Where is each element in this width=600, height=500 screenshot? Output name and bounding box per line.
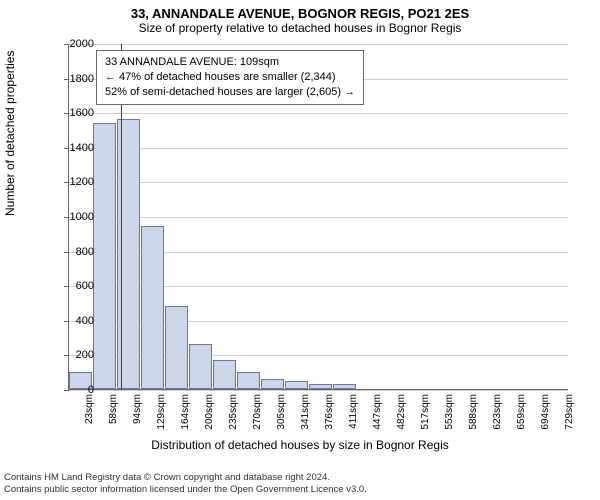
ytick-mark (64, 217, 69, 218)
ytick-label: 1600 (70, 107, 94, 119)
ytick-label: 1200 (70, 176, 94, 188)
histogram-bar (333, 384, 356, 389)
xtick-label: 694sqm (540, 394, 551, 430)
histogram-bar (285, 381, 308, 389)
gridline (69, 390, 568, 391)
ytick-label: 1800 (70, 73, 94, 85)
footer-line2: Contains public sector information licen… (4, 484, 596, 496)
xtick-label: 588sqm (468, 394, 479, 430)
xtick-label: 129sqm (156, 394, 167, 430)
xtick-label: 447sqm (372, 394, 383, 430)
plot-area: 33 ANNANDALE AVENUE: 109sqm ← 47% of det… (68, 44, 568, 390)
xtick-label: 164sqm (180, 394, 191, 430)
xtick-label: 270sqm (252, 394, 263, 430)
ytick-label: 1400 (70, 142, 94, 154)
x-axis-label: Distribution of detached houses by size … (0, 438, 600, 452)
histogram-bar (261, 379, 284, 389)
gridline (69, 217, 568, 218)
histogram-bar (141, 226, 164, 389)
histogram-bar (309, 384, 332, 389)
ytick-mark (64, 148, 69, 149)
ytick-label: 600 (76, 280, 94, 292)
ytick-mark (64, 355, 69, 356)
annotation-box: 33 ANNANDALE AVENUE: 109sqm ← 47% of det… (96, 50, 364, 105)
gridline (69, 44, 568, 45)
histogram-bar (189, 344, 212, 389)
xtick-label: 23sqm (84, 394, 95, 424)
xtick-label: 376sqm (324, 394, 335, 430)
xtick-label: 305sqm (276, 394, 287, 430)
gridline (69, 113, 568, 114)
annotation-line1: 33 ANNANDALE AVENUE: 109sqm (105, 55, 355, 70)
xtick-label: 341sqm (300, 394, 311, 430)
xtick-label: 517sqm (420, 394, 431, 430)
ytick-mark (64, 79, 69, 80)
xtick-label: 200sqm (204, 394, 215, 430)
ytick-label: 2000 (70, 38, 94, 50)
xtick-label: 58sqm (108, 394, 119, 424)
gridline (69, 148, 568, 149)
xtick-label: 553sqm (444, 394, 455, 430)
xtick-label: 94sqm (132, 394, 143, 424)
xtick-label: 482sqm (396, 394, 407, 430)
chart-title: 33, ANNANDALE AVENUE, BOGNOR REGIS, PO21… (0, 0, 600, 21)
xtick-label: 623sqm (492, 394, 503, 430)
histogram-bar (165, 306, 188, 389)
histogram-bar (213, 360, 236, 389)
footer-attribution: Contains HM Land Registry data © Crown c… (4, 472, 596, 496)
ytick-mark (64, 286, 69, 287)
xtick-label: 411sqm (348, 394, 359, 429)
histogram-bar (93, 123, 116, 389)
ytick-mark (64, 390, 69, 391)
annotation-line2: ← 47% of detached houses are smaller (2,… (105, 70, 355, 85)
ytick-mark (64, 182, 69, 183)
xtick-label: 659sqm (516, 394, 527, 430)
y-axis-label: Number of detached properties (3, 51, 17, 216)
chart-subtitle: Size of property relative to detached ho… (0, 21, 600, 39)
gridline (69, 182, 568, 183)
annotation-line3: 52% of semi-detached houses are larger (… (105, 85, 355, 100)
ytick-mark (64, 321, 69, 322)
ytick-mark (64, 44, 69, 45)
ytick-mark (64, 113, 69, 114)
xtick-label: 235sqm (228, 394, 239, 430)
xtick-label: 729sqm (564, 394, 575, 430)
ytick-label: 800 (76, 246, 94, 258)
ytick-label: 400 (76, 315, 94, 327)
ytick-label: 200 (76, 349, 94, 361)
histogram-bar (237, 372, 260, 389)
footer-line1: Contains HM Land Registry data © Crown c… (4, 472, 596, 484)
ytick-label: 1000 (70, 211, 94, 223)
ytick-mark (64, 252, 69, 253)
